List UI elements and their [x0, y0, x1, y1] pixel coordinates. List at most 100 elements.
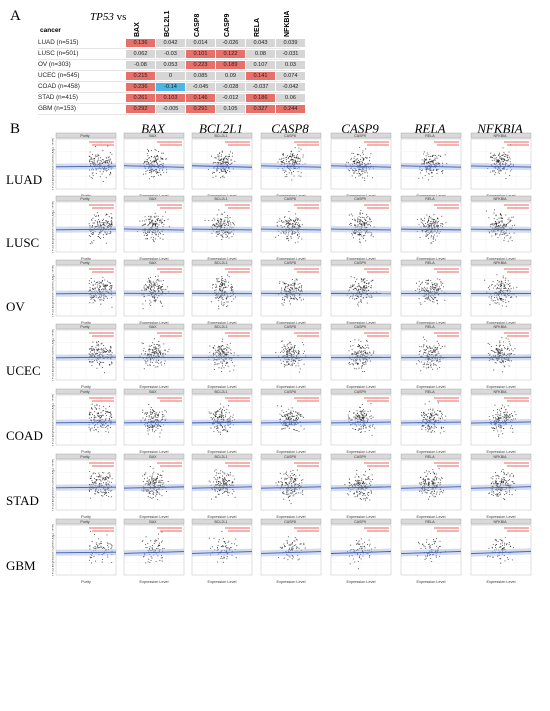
scatter-plot-ov-casp9: CASP9 Expression Level — [327, 259, 393, 337]
table-cell: 0.053 — [156, 61, 185, 69]
plot-strip-label: BAX — [149, 134, 157, 138]
table-cell: 0.244 — [276, 105, 305, 113]
plot-strip-label: BCL2L1 — [215, 390, 228, 394]
y-axis-label: TP53 Expression Level (log2 TPM) — [52, 394, 55, 447]
table-row: COAD (n=458) 0.236 -0.14 -0.045 -0.028 -0.037… — [38, 82, 305, 93]
regression-line — [55, 421, 117, 424]
table-cell: -0.028 — [216, 83, 245, 91]
plot-strip — [191, 195, 253, 202]
scatter-plot-stad-casp8: CASP8 Expression Level — [257, 453, 323, 531]
cancer-label-gbm: GBM — [6, 558, 36, 573]
scatter-plot-ucec-casp9: CASP9 Expression Level — [327, 323, 393, 401]
x-axis-label: Expression Level — [417, 580, 446, 584]
plot-strip — [330, 323, 392, 330]
plot-strip — [123, 132, 185, 139]
regression-line — [260, 165, 322, 168]
scatter-plot-coad-bax: BAX Expression Level — [120, 388, 186, 466]
regression-line — [55, 165, 117, 168]
x-axis-label: Expression Level — [347, 450, 376, 454]
plot-strip — [123, 518, 185, 525]
x-axis-label: Expression Level — [487, 385, 516, 389]
plot-strip-label: BCL2L1 — [215, 455, 228, 459]
scatter-plot-lusc-bax: BAX Expression Level — [120, 195, 186, 273]
gene-header-nfkbia: NFKBIA — [477, 121, 523, 136]
x-axis-label: Expression Level — [487, 580, 516, 584]
plot-strip-label: CASP8 — [284, 520, 296, 524]
x-axis-label: Expression Level — [417, 321, 446, 325]
plot-strip — [55, 518, 117, 525]
scatter-plot-stad-bcl2l1: BCL2L1 Expression Level — [188, 453, 254, 531]
plot-strip — [260, 195, 322, 202]
plot-strip — [260, 132, 322, 139]
regression-line — [191, 165, 253, 168]
plot-strip-label: RELA — [425, 390, 435, 394]
scatter-plot-gbm-casp9: CASP9 Expression Level — [327, 518, 393, 596]
scatter-plot-ucec-nfkbia: NFKBIA Expression Level — [467, 323, 533, 401]
regression-line — [123, 165, 185, 168]
x-axis-label: Purity — [81, 515, 91, 519]
scatter-plot-luad-purity: Purity Purity TP53 Expression Level (log2 … — [52, 132, 118, 210]
scatter-plot-ucec-casp8: CASP8 Expression Level — [257, 323, 323, 401]
plot-strip-label: CASP9 — [354, 520, 366, 524]
plot-strip — [55, 132, 117, 139]
gene-header-casp8: CASP8 — [271, 121, 309, 136]
table-cell: 0.101 — [186, 50, 215, 58]
x-axis-label: Expression Level — [417, 515, 446, 519]
plot-strip — [123, 388, 185, 395]
plot-strip — [191, 259, 253, 266]
plot-strip-label: NFKBIA — [494, 455, 508, 459]
plot-strip-label: NFKBIA — [494, 520, 508, 524]
plot-strip — [470, 388, 532, 395]
table-cell: 0.103 — [156, 94, 185, 102]
row-label: GBM (n=153) — [38, 105, 76, 112]
plot-strip-label: CASP9 — [354, 390, 366, 394]
table-cell: -0.045 — [186, 83, 215, 91]
x-axis-label: Expression Level — [277, 580, 306, 584]
scatter-plot-stad-bax: BAX Expression Level — [120, 453, 186, 531]
plot-strip — [400, 132, 462, 139]
plot-strip — [123, 323, 185, 330]
table-cell: 0.043 — [246, 39, 275, 47]
table-cell: 0.107 — [246, 61, 275, 69]
table-cell: 0.105 — [216, 105, 245, 113]
regression-line — [400, 228, 462, 231]
scatter-plot-coad-casp9: CASP9 Expression Level — [327, 388, 393, 466]
x-axis-label: Expression Level — [208, 580, 237, 584]
regression-line — [55, 356, 117, 359]
table-row: GBM (n=153) 0.292 -0.005 0.291 0.105 0.327 0.2… — [38, 104, 305, 115]
plot-strip — [191, 323, 253, 330]
x-axis-label: Purity — [81, 321, 91, 325]
plot-strip — [470, 195, 532, 202]
y-axis-label: TP53 Expression Level (log2 TPM) — [52, 201, 55, 254]
scatter-plot-ucec-purity: Purity Purity TP53 Expression Level (log2 … — [52, 323, 118, 401]
gene-header-casp9: CASP9 — [341, 121, 379, 136]
plot-strip — [470, 132, 532, 139]
scatter-plot-coad-casp8: CASP8 Expression Level — [257, 388, 323, 466]
x-axis-label: Purity — [81, 450, 91, 454]
table-cell: 0.327 — [246, 105, 275, 113]
plot-strip-label: CASP9 — [354, 325, 366, 329]
regression-line — [55, 228, 117, 231]
plot-strip — [400, 195, 462, 202]
scatter-plot-coad-bcl2l1: BCL2L1 Expression Level — [188, 388, 254, 466]
column-header-bax: BAX — [134, 22, 141, 37]
plot-strip — [123, 195, 185, 202]
regression-line — [55, 292, 117, 295]
panel-a-title: TP53 vs — [90, 11, 126, 23]
x-axis-label: Expression Level — [277, 257, 306, 261]
plot-strip-label: Purity — [80, 390, 89, 394]
plot-strip-label: NFKBIA — [494, 261, 508, 265]
plot-strip — [260, 323, 322, 330]
regression-line — [400, 551, 462, 554]
table-cell: 0.085 — [186, 72, 215, 80]
scatter-plot-gbm-purity: Purity Purity TP53 Expression Level (log2 … — [52, 518, 118, 596]
regression-line — [470, 165, 532, 168]
row-label: UCEC (n=545) — [38, 72, 80, 79]
plot-strip-label: BCL2L1 — [215, 261, 228, 265]
x-axis-label: Expression Level — [140, 385, 169, 389]
scatter-plot-ov-purity: Purity Purity TP53 Expression Level (log2 … — [52, 259, 118, 337]
scatter-plot-gbm-bax: BAX Expression Level — [120, 518, 186, 596]
gene-header-rela: RELA — [414, 121, 446, 136]
plot-strip-label: CASP8 — [284, 197, 296, 201]
